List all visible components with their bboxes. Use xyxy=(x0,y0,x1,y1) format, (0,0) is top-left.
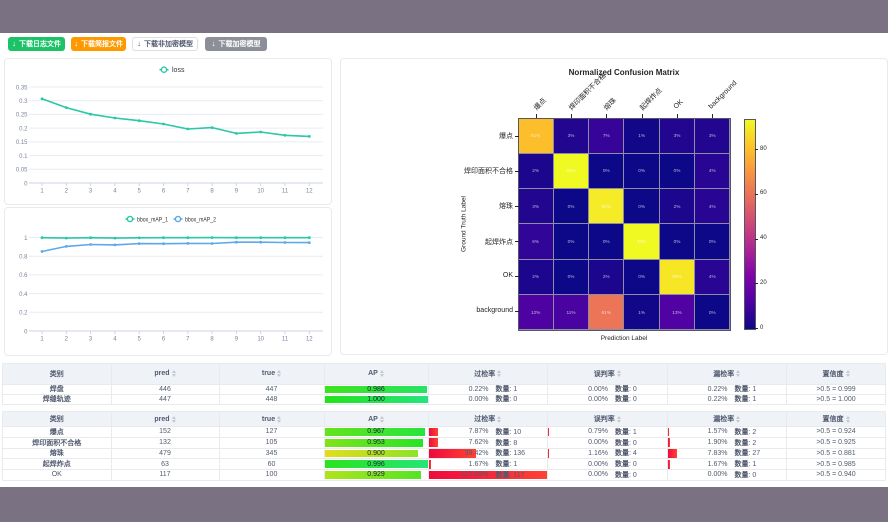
svg-text:3: 3 xyxy=(89,189,93,195)
svg-text:loss: loss xyxy=(172,67,185,74)
svg-text:0: 0 xyxy=(24,329,28,335)
svg-text:0.1: 0.1 xyxy=(19,154,28,160)
svg-text:0: 0 xyxy=(24,181,28,187)
svg-text:8: 8 xyxy=(210,337,214,343)
svg-text:bbox_mAP_1: bbox_mAP_1 xyxy=(137,217,168,224)
svg-text:12: 12 xyxy=(306,337,313,343)
svg-text:0.6: 0.6 xyxy=(19,273,28,279)
svg-text:0.2: 0.2 xyxy=(19,311,28,317)
svg-text:7: 7 xyxy=(186,189,190,195)
svg-text:5: 5 xyxy=(138,189,142,195)
svg-text:bbox_mAP_2: bbox_mAP_2 xyxy=(185,217,216,224)
svg-text:1: 1 xyxy=(40,337,44,343)
svg-text:1: 1 xyxy=(24,236,28,242)
svg-text:12: 12 xyxy=(306,189,313,195)
svg-text:0.35: 0.35 xyxy=(16,85,28,91)
svg-text:11: 11 xyxy=(282,189,289,195)
svg-text:11: 11 xyxy=(282,337,289,343)
svg-text:0.8: 0.8 xyxy=(19,255,28,261)
svg-text:0.25: 0.25 xyxy=(16,113,28,119)
svg-text:6: 6 xyxy=(162,337,166,343)
svg-text:0.15: 0.15 xyxy=(16,140,28,146)
svg-text:9: 9 xyxy=(235,189,239,195)
svg-text:2: 2 xyxy=(65,337,69,343)
svg-text:1: 1 xyxy=(40,189,44,195)
svg-text:10: 10 xyxy=(257,337,264,343)
svg-text:0.3: 0.3 xyxy=(19,99,28,105)
svg-text:4: 4 xyxy=(113,337,117,343)
svg-text:0.05: 0.05 xyxy=(16,168,28,174)
svg-text:0.2: 0.2 xyxy=(19,126,28,132)
svg-text:5: 5 xyxy=(138,337,142,343)
svg-text:3: 3 xyxy=(89,337,93,343)
svg-text:9: 9 xyxy=(235,337,239,343)
svg-text:2: 2 xyxy=(65,189,69,195)
svg-text:6: 6 xyxy=(162,189,166,195)
svg-text:4: 4 xyxy=(113,189,117,195)
svg-text:8: 8 xyxy=(210,189,214,195)
svg-text:0.4: 0.4 xyxy=(19,292,28,298)
svg-text:10: 10 xyxy=(257,189,264,195)
svg-text:7: 7 xyxy=(186,337,190,343)
